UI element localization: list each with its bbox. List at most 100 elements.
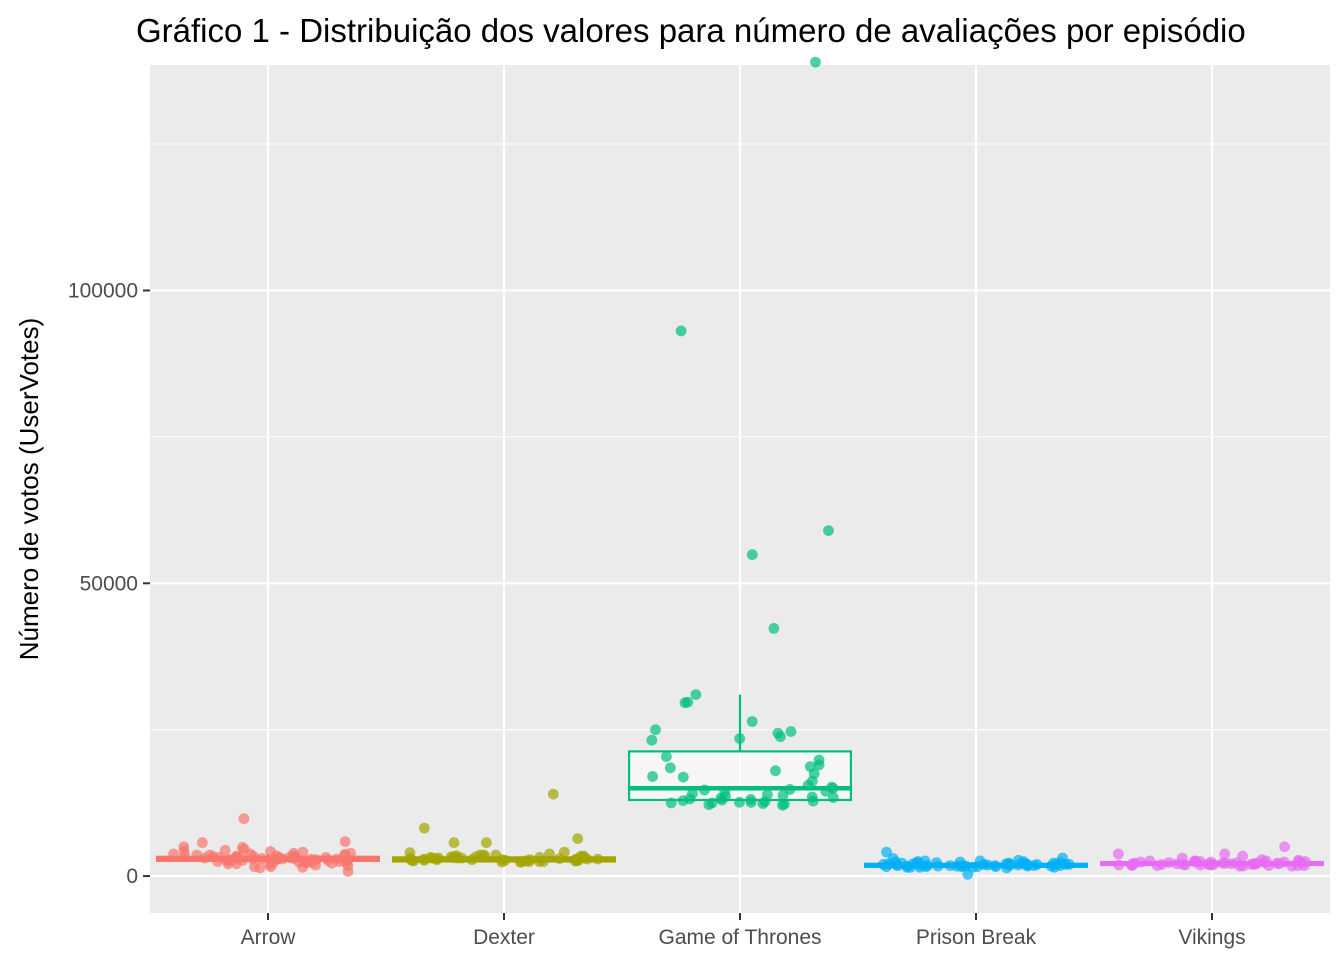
data-point [449, 851, 460, 863]
data-point [1220, 857, 1231, 869]
data-point [1028, 860, 1040, 871]
data-point [762, 789, 773, 801]
data-point [745, 794, 757, 805]
data-point [1156, 859, 1168, 870]
data-point [547, 788, 559, 800]
data-point [418, 853, 430, 865]
data-point [1113, 848, 1124, 860]
data-point [474, 849, 486, 861]
x-tick-label: Prison Break [916, 926, 1037, 949]
data-point [1204, 859, 1215, 870]
data-point [768, 623, 780, 634]
data-point [665, 797, 677, 809]
data-point [777, 789, 789, 801]
data-point [646, 734, 658, 746]
chart-title: Gráfico 1 - Distribuição dos valores par… [136, 12, 1246, 49]
data-point [578, 850, 590, 862]
data-point [254, 862, 266, 874]
data-point [1260, 855, 1272, 867]
data-point [592, 853, 604, 865]
data-point [777, 799, 788, 811]
data-point [496, 856, 508, 868]
data-point [265, 846, 276, 857]
data-point [288, 853, 299, 864]
data-point [342, 866, 354, 877]
data-point [1278, 856, 1290, 868]
data-point [827, 792, 839, 803]
data-point [677, 795, 689, 806]
grid [150, 65, 1330, 913]
data-point [661, 751, 672, 762]
data-point [1144, 855, 1156, 867]
data-point [647, 771, 658, 782]
data-point [178, 845, 190, 857]
data-point [305, 857, 317, 868]
data-point [331, 853, 342, 865]
data-point [919, 855, 931, 867]
data-point [197, 837, 208, 849]
data-point [703, 799, 715, 811]
data-point [534, 856, 545, 867]
x-tick-label: Dexter [473, 926, 535, 949]
data-point [770, 765, 781, 777]
data-point [954, 856, 966, 868]
data-point [256, 853, 268, 864]
data-point [231, 858, 242, 870]
data-point [1127, 858, 1138, 870]
data-point [978, 859, 990, 870]
data-point [168, 848, 180, 860]
data-point [237, 842, 248, 853]
axes: 0 50000 100000 Arrow Dexter Game of Thrones Pr… [68, 279, 1246, 949]
data-point [212, 856, 224, 867]
data-point [810, 56, 821, 68]
data-point [1219, 848, 1231, 860]
data-point [823, 525, 834, 536]
data-point [775, 731, 786, 743]
data-point [481, 837, 492, 849]
y-tick-label: 0 [126, 865, 138, 888]
data-point [813, 754, 825, 766]
data-point [1251, 857, 1263, 869]
y-tick-label: 50000 [80, 572, 138, 595]
data-point [339, 836, 351, 847]
data-point [734, 733, 746, 744]
data-point [1003, 857, 1015, 869]
data-point [746, 716, 758, 727]
data-point [802, 779, 814, 791]
data-point [990, 861, 1002, 873]
data-point [650, 724, 661, 736]
data-point [1231, 857, 1243, 868]
data-point [558, 846, 570, 858]
data-point [248, 850, 259, 862]
data-point [524, 854, 536, 866]
data-point [785, 726, 797, 737]
data-point [1176, 852, 1188, 864]
data-point [466, 854, 478, 866]
data-point [1050, 858, 1062, 870]
data-point [1113, 859, 1125, 871]
data-point [418, 822, 430, 834]
data-point [679, 697, 691, 709]
data-point [690, 689, 702, 700]
data-point [572, 833, 584, 844]
data-point [1060, 859, 1071, 870]
data-point [720, 791, 731, 802]
data-point [1194, 856, 1206, 867]
x-tick-label: Game of Thrones [658, 926, 821, 949]
data-point [699, 784, 710, 796]
data-point [931, 857, 942, 868]
x-tick-label: Vikings [1178, 926, 1245, 949]
data-point [905, 861, 916, 873]
data-point [1279, 841, 1290, 853]
data-point [677, 771, 689, 783]
data-point [265, 856, 277, 868]
jitter-points [168, 56, 1311, 880]
data-point [664, 762, 676, 774]
data-point [746, 549, 758, 560]
data-point [199, 852, 211, 864]
data-point [826, 781, 838, 793]
data-point [962, 868, 974, 880]
data-point [887, 853, 899, 864]
data-point [408, 855, 419, 867]
y-tick-label: 100000 [68, 279, 138, 302]
